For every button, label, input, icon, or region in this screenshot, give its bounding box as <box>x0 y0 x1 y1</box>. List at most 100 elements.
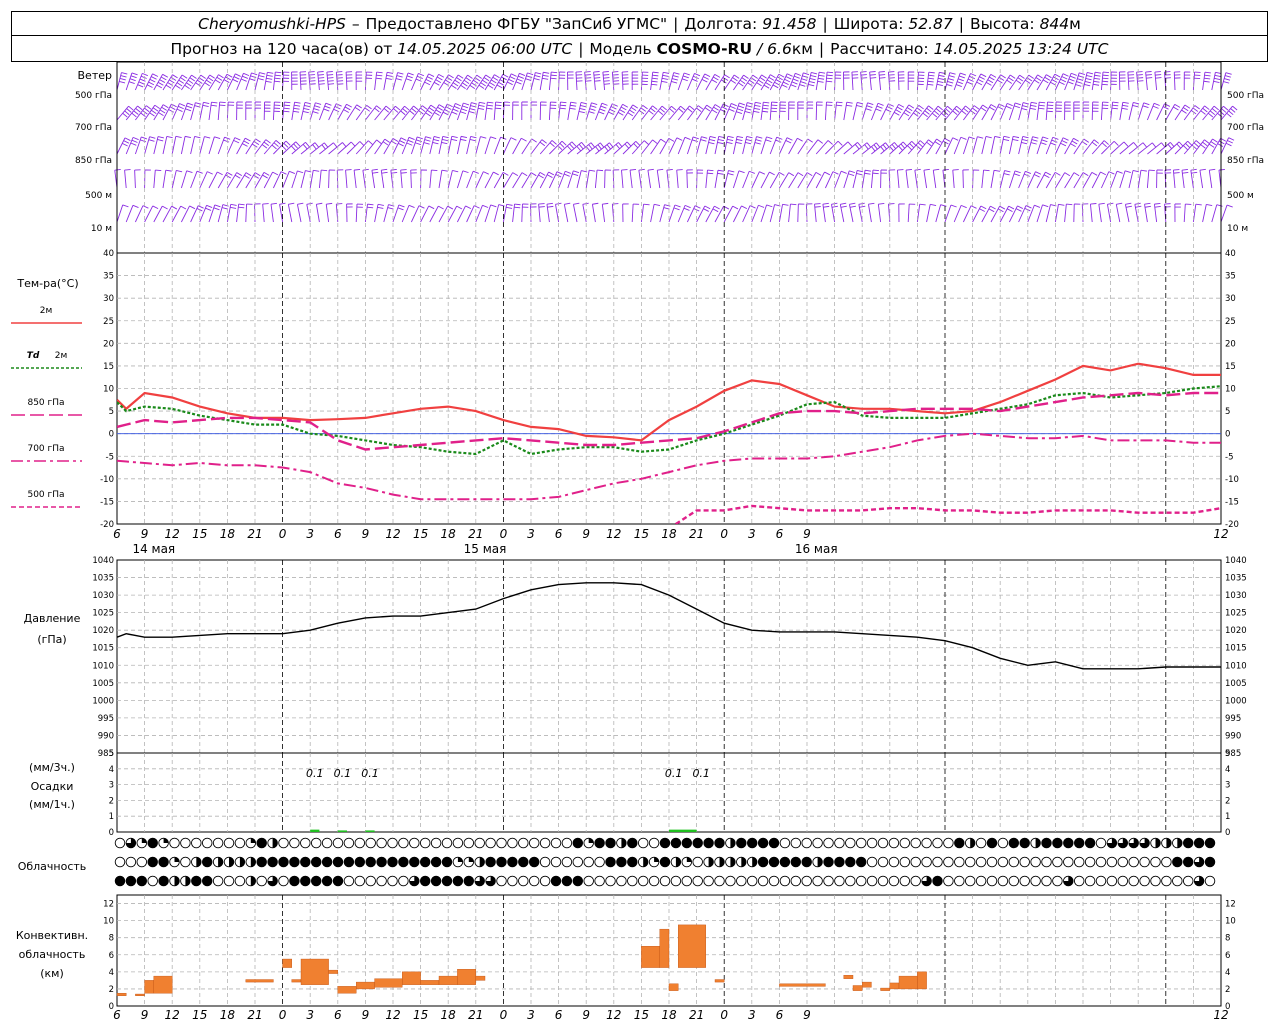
precip-ytick-left: 4 <box>109 765 114 775</box>
model-res-unit: км <box>791 39 813 58</box>
temp-ytick-right: 10 <box>1225 385 1236 395</box>
wind-barb <box>254 139 271 155</box>
wind-barb <box>843 142 862 155</box>
wind-barb <box>291 71 298 91</box>
wind-barb <box>263 101 271 121</box>
wind-barb <box>962 73 977 91</box>
wind-barb <box>778 73 793 91</box>
wind-barb <box>208 204 221 223</box>
cloud-symbol <box>539 837 551 849</box>
wind-barb <box>1054 101 1063 121</box>
wind-barb <box>742 102 754 121</box>
cloud-symbol <box>605 875 616 887</box>
wind-barb <box>335 203 343 223</box>
wind-barb <box>190 102 202 121</box>
wind-barb <box>582 202 589 223</box>
wind-barb <box>1156 169 1163 189</box>
wind-barb <box>114 168 121 189</box>
cloud-symbol <box>452 856 464 868</box>
precip-ytick-right: 5 <box>1225 749 1230 759</box>
pressure-ytick-right: 1005 <box>1225 679 1247 689</box>
wind-barb <box>1183 140 1201 155</box>
wind-barb <box>125 136 139 155</box>
cloud-symbol <box>943 856 954 868</box>
cloud-symbol <box>1063 837 1074 849</box>
conv-bar <box>917 971 927 990</box>
temp-legend-item: 500 гПа <box>11 490 82 508</box>
cloud-symbol <box>921 837 932 849</box>
cloud-symbol <box>627 875 638 887</box>
pressure-ytick-left: 1005 <box>92 679 114 689</box>
x-tick-label: 15 <box>192 527 207 541</box>
cloud-symbol <box>703 856 714 868</box>
wind-barb <box>493 171 509 189</box>
x-tick-label-bottom: 3 <box>306 1008 314 1022</box>
wind-barb <box>438 103 453 121</box>
wind-barb <box>466 205 480 223</box>
x-tick-label: 0 <box>720 527 728 541</box>
cloud-symbol <box>234 875 246 887</box>
wind-barb <box>932 168 940 189</box>
cloud-symbol <box>1084 837 1096 849</box>
wind-barb <box>944 72 956 91</box>
cloud-symbol <box>768 856 780 868</box>
wind-barb <box>1036 136 1049 155</box>
cloud-symbol <box>834 856 845 868</box>
cloud-symbol <box>943 837 954 849</box>
separator: | <box>822 14 828 33</box>
temp-line-0 <box>117 362 1221 442</box>
conv-bar <box>282 958 293 968</box>
cloud-symbol <box>1063 875 1074 887</box>
cloud-symbol <box>387 856 398 868</box>
wind-barb <box>760 171 775 189</box>
cloud-symbol <box>245 837 257 849</box>
wind-barb <box>1110 71 1118 91</box>
wind-barb <box>572 202 580 223</box>
wind-barb <box>889 141 908 155</box>
wind-barb <box>1073 72 1086 91</box>
cloud-symbol <box>910 856 921 868</box>
wind-barb <box>814 203 821 223</box>
wind-barb <box>180 135 192 155</box>
wind-barb <box>362 168 369 189</box>
wind-barb <box>272 101 281 121</box>
x-tick-label-bottom: 12 <box>606 1008 621 1022</box>
pressure-ytick-right: 990 <box>1225 731 1241 741</box>
wind-barb <box>839 202 847 223</box>
cloud-symbol <box>387 875 398 887</box>
header-title-bar: Cheryomushki-HPS – Предоставлено ФГБУ "З… <box>11 11 1268 36</box>
cloud-symbol <box>485 856 496 868</box>
wind-barb <box>751 101 762 121</box>
cloud-symbol <box>409 875 420 887</box>
cloud-symbol <box>616 856 627 868</box>
wind-barb <box>769 101 778 121</box>
cloud-symbol <box>365 837 376 849</box>
wind-barb <box>1045 204 1057 223</box>
temp-legend-items: 2м Td 2м 850 гПа 700 гПа 500 гПа <box>11 306 82 508</box>
wind-barb <box>135 105 152 121</box>
wind-barb <box>1183 105 1200 121</box>
legend-label: 2м <box>55 351 68 361</box>
cloud-symbol <box>932 856 943 868</box>
cloud-symbol <box>539 856 551 868</box>
wind-barb <box>466 74 482 91</box>
wind-barb <box>1082 171 1098 189</box>
wind-barb <box>410 72 425 91</box>
wind-barb <box>848 202 857 223</box>
cloud-symbol <box>125 856 137 868</box>
wind-barb <box>383 138 399 155</box>
cloud-symbol <box>1052 837 1063 849</box>
wind-barb <box>420 104 436 121</box>
wind-barb <box>944 204 957 223</box>
wind-barb <box>666 168 673 189</box>
wind-barb <box>1027 74 1043 91</box>
cloud-symbol <box>234 837 246 849</box>
model-res: / 6.6 <box>757 39 792 58</box>
cloud-symbol <box>419 856 431 868</box>
conv-bar <box>328 969 339 974</box>
wind-barb <box>484 74 500 91</box>
wind-barb <box>400 169 407 189</box>
wind-barb <box>1146 169 1155 189</box>
wind-barb <box>1008 102 1021 121</box>
cloud-symbol <box>834 875 845 887</box>
